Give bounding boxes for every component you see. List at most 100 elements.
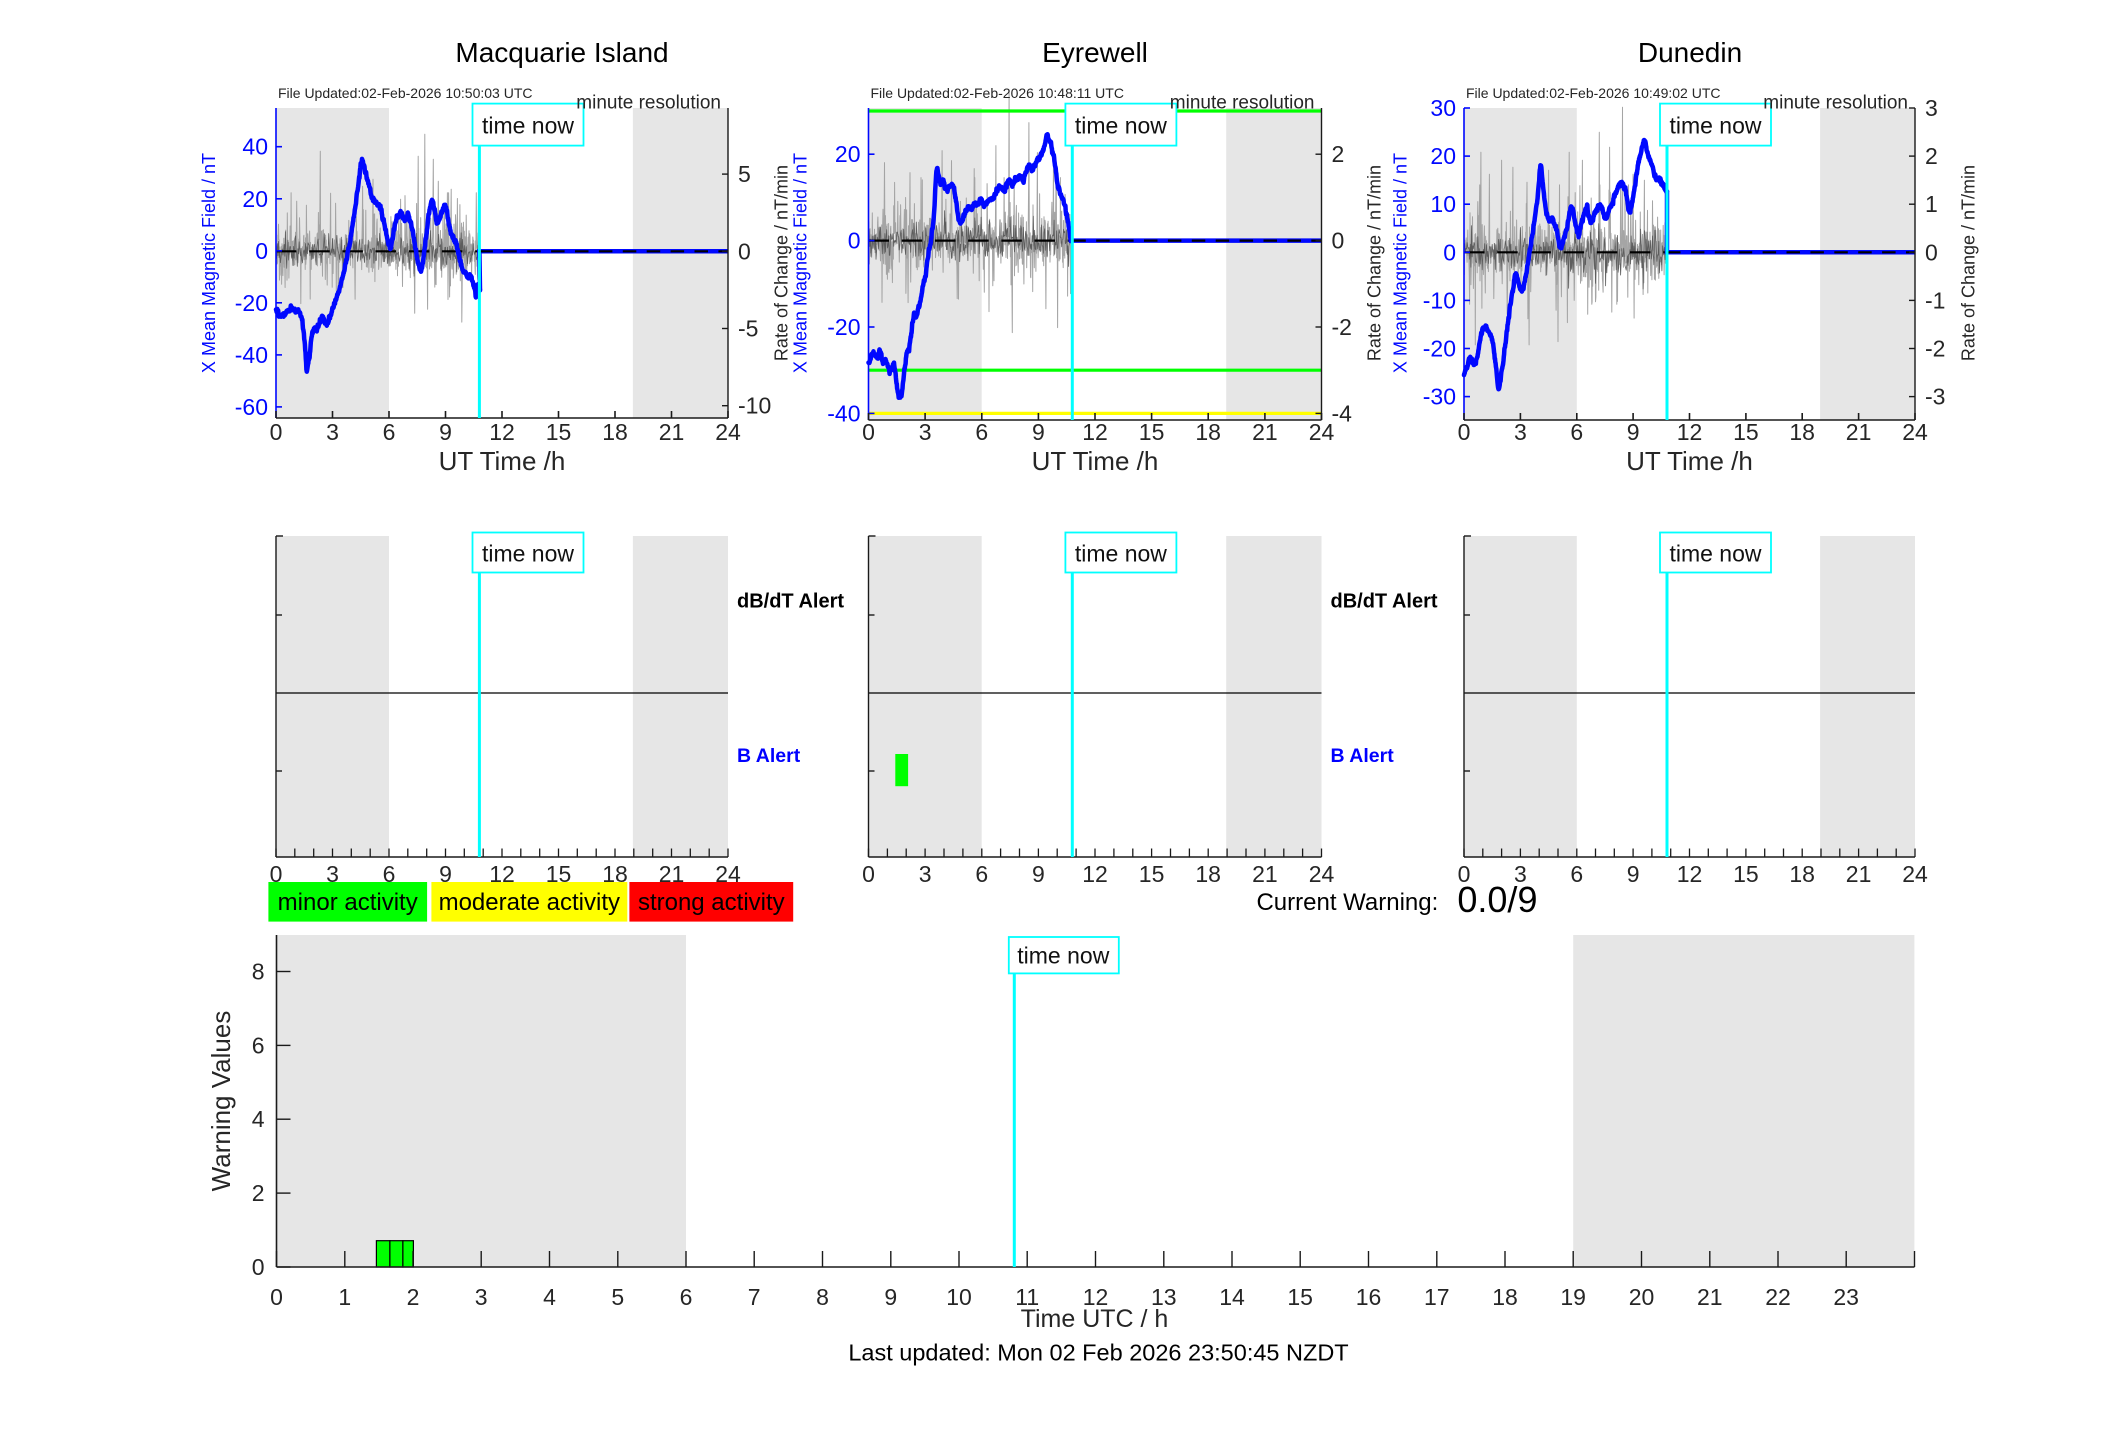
svg-text:time now: time now: [1669, 541, 1761, 567]
svg-text:21: 21: [1846, 861, 1872, 887]
svg-text:dB/dT Alert: dB/dT Alert: [737, 591, 844, 613]
svg-text:20: 20: [835, 141, 861, 167]
svg-text:X Mean Magnetic Field / nT: X Mean Magnetic Field / nT: [1391, 153, 1411, 373]
svg-text:24: 24: [715, 419, 741, 445]
svg-text:-3: -3: [1925, 384, 1945, 410]
svg-text:20: 20: [1430, 143, 1456, 169]
svg-text:30: 30: [1430, 95, 1456, 121]
svg-text:9: 9: [439, 861, 452, 887]
svg-text:4: 4: [252, 1106, 265, 1132]
svg-text:-20: -20: [827, 314, 860, 340]
svg-text:Eyrewell: Eyrewell: [1042, 37, 1148, 68]
svg-text:12: 12: [1677, 419, 1703, 445]
svg-text:7: 7: [748, 1284, 761, 1310]
svg-text:24: 24: [1309, 419, 1335, 445]
svg-text:21: 21: [1846, 419, 1872, 445]
svg-text:6: 6: [975, 861, 988, 887]
svg-text:0: 0: [1925, 239, 1938, 265]
svg-text:B Alert: B Alert: [1331, 745, 1395, 767]
svg-text:6: 6: [383, 861, 396, 887]
svg-text:File Updated:02-Feb-2026 10:49: File Updated:02-Feb-2026 10:49:02 UTC: [1466, 85, 1720, 101]
svg-text:Rate of Change / nT/min: Rate of Change / nT/min: [1959, 165, 1979, 361]
svg-text:18: 18: [1789, 861, 1815, 887]
svg-text:13: 13: [1151, 1284, 1177, 1310]
svg-text:dB/dT Alert: dB/dT Alert: [1331, 591, 1438, 613]
svg-text:moderate activity: moderate activity: [439, 889, 620, 916]
svg-text:9: 9: [1627, 861, 1640, 887]
svg-text:15: 15: [546, 419, 572, 445]
svg-text:6: 6: [975, 419, 988, 445]
svg-text:6: 6: [252, 1032, 265, 1058]
svg-text:minute resolution: minute resolution: [1763, 93, 1908, 114]
svg-text:UT Time /h: UT Time /h: [439, 446, 566, 476]
svg-text:18: 18: [1195, 419, 1221, 445]
svg-text:15: 15: [1139, 861, 1165, 887]
svg-text:5: 5: [738, 161, 751, 187]
svg-text:-2: -2: [1332, 314, 1352, 340]
svg-text:-40: -40: [235, 342, 268, 368]
svg-text:2: 2: [252, 1180, 265, 1206]
svg-text:9: 9: [1627, 419, 1640, 445]
svg-text:Dunedin: Dunedin: [1638, 37, 1742, 68]
svg-text:-20: -20: [235, 290, 268, 316]
svg-text:3: 3: [326, 419, 339, 445]
svg-text:18: 18: [1789, 419, 1815, 445]
svg-text:Rate of Change / nT/min: Rate of Change / nT/min: [1365, 165, 1385, 361]
svg-text:Last updated: Mon 02 Feb 2026: Last updated: Mon 02 Feb 2026 23:50:45 N…: [848, 1340, 1348, 1366]
svg-text:File Updated:02-Feb-2026 10:48: File Updated:02-Feb-2026 10:48:11 UTC: [871, 85, 1124, 101]
svg-text:Current Warning:: Current Warning:: [1256, 889, 1438, 916]
svg-text:12: 12: [1082, 419, 1108, 445]
svg-text:0: 0: [1332, 228, 1345, 254]
svg-text:0: 0: [848, 228, 861, 254]
svg-text:3: 3: [919, 419, 932, 445]
svg-text:12: 12: [1082, 861, 1108, 887]
svg-text:0: 0: [270, 861, 283, 887]
svg-text:3: 3: [1925, 95, 1938, 121]
svg-text:-10: -10: [1423, 287, 1456, 313]
svg-text:minute resolution: minute resolution: [576, 93, 721, 114]
svg-text:40: 40: [242, 134, 268, 160]
svg-text:1: 1: [338, 1284, 351, 1310]
svg-text:12: 12: [489, 419, 515, 445]
svg-text:24: 24: [1902, 861, 1928, 887]
svg-text:18: 18: [1492, 1284, 1518, 1310]
svg-text:6: 6: [1570, 861, 1583, 887]
svg-text:time now: time now: [482, 541, 574, 567]
svg-text:3: 3: [919, 861, 932, 887]
svg-text:0: 0: [1458, 861, 1471, 887]
svg-text:0: 0: [270, 419, 283, 445]
svg-text:2: 2: [407, 1284, 420, 1310]
svg-text:-1: -1: [1925, 287, 1945, 313]
svg-text:3: 3: [1514, 419, 1527, 445]
svg-text:2: 2: [1332, 141, 1345, 167]
svg-text:15: 15: [1139, 419, 1165, 445]
svg-text:time now: time now: [1075, 113, 1167, 139]
svg-text:21: 21: [659, 419, 685, 445]
svg-text:15: 15: [1733, 861, 1759, 887]
svg-text:12: 12: [1677, 861, 1703, 887]
svg-text:-40: -40: [827, 400, 860, 426]
svg-text:24: 24: [1902, 419, 1928, 445]
svg-text:21: 21: [1697, 1284, 1723, 1310]
svg-text:0: 0: [862, 861, 875, 887]
svg-text:21: 21: [1252, 861, 1278, 887]
svg-text:15: 15: [1287, 1284, 1313, 1310]
svg-text:6: 6: [383, 419, 396, 445]
svg-text:10: 10: [946, 1284, 972, 1310]
svg-text:3: 3: [1514, 861, 1527, 887]
svg-text:-60: -60: [235, 394, 268, 420]
svg-text:time now: time now: [1669, 113, 1761, 139]
svg-text:11: 11: [1015, 1284, 1039, 1310]
svg-text:14: 14: [1219, 1284, 1245, 1310]
svg-text:24: 24: [1309, 861, 1335, 887]
svg-text:2: 2: [1925, 143, 1938, 169]
svg-text:9: 9: [884, 1284, 897, 1310]
svg-text:18: 18: [1195, 861, 1221, 887]
svg-text:time now: time now: [482, 113, 574, 139]
svg-text:6: 6: [680, 1284, 693, 1310]
svg-text:Rate of Change / nT/min: Rate of Change / nT/min: [772, 165, 792, 361]
svg-text:22: 22: [1765, 1284, 1791, 1310]
svg-text:X Mean Magnetic Field / nT: X Mean Magnetic Field / nT: [791, 153, 811, 373]
svg-text:4: 4: [543, 1284, 556, 1310]
svg-text:21: 21: [1252, 419, 1278, 445]
